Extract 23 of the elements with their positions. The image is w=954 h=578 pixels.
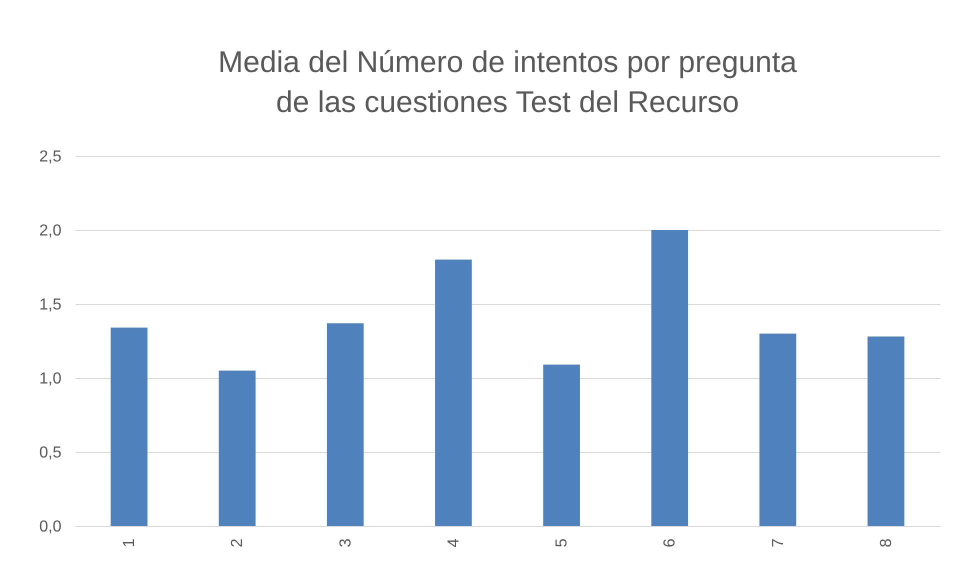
y-tick-label: 0,5 (39, 444, 62, 462)
y-tick-label: 1,0 (39, 370, 62, 388)
bar (326, 323, 364, 526)
x-tick-label: 7 (770, 538, 787, 548)
x-tick-label: 5 (554, 538, 571, 548)
bar (218, 370, 256, 526)
y-tick-label: 1,5 (39, 296, 62, 314)
x-tick-label: 2 (229, 538, 246, 548)
x-tick-label: 8 (878, 538, 895, 548)
bar (759, 334, 796, 526)
x-tick-label: 1 (121, 538, 138, 548)
x-tick-label: 6 (662, 538, 679, 548)
chart-title: Media del Número de intentos por pregunta de las cuestiones Test del Recurso (218, 46, 798, 119)
y-tick-label: 2,0 (39, 222, 62, 240)
bar (543, 364, 580, 526)
bar (651, 230, 688, 526)
bar (435, 260, 472, 526)
x-tick-label: 4 (445, 538, 462, 548)
bar (868, 336, 904, 526)
x-tick-label: 3 (337, 538, 354, 548)
bar (110, 328, 148, 526)
y-tick-label: 0,0 (39, 518, 62, 536)
y-tick-label: 2,5 (39, 148, 62, 166)
